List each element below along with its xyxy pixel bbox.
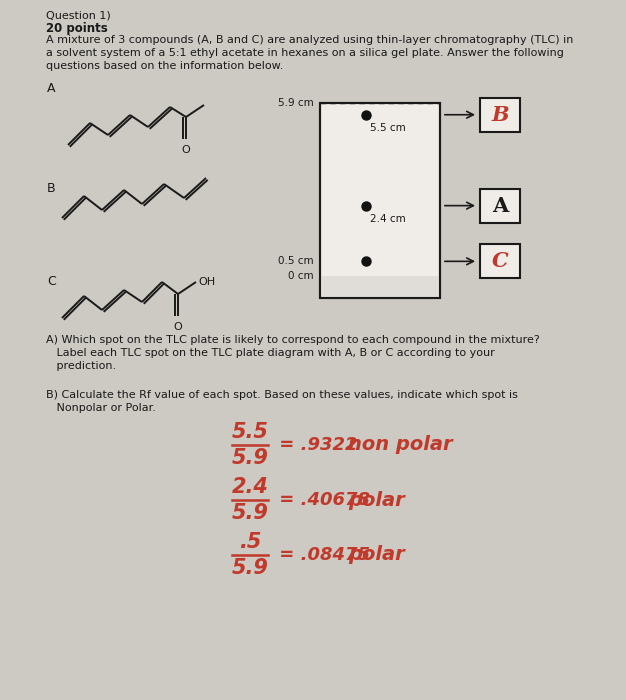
Text: B: B [47,182,56,195]
Bar [480,244,520,279]
Text: 2.4 cm: 2.4 cm [369,214,406,223]
Text: non polar: non polar [348,435,453,454]
Bar [480,98,520,132]
Text: A: A [492,195,508,216]
Text: polar: polar [348,491,405,510]
Text: Nonpolar or Polar.: Nonpolar or Polar. [46,403,156,413]
Text: C: C [491,251,508,272]
Text: 5.9: 5.9 [232,448,269,468]
Text: 5.5: 5.5 [232,422,269,442]
Text: a solvent system of a 5:1 ethyl acetate in hexanes on a silica gel plate. Answer: a solvent system of a 5:1 ethyl acetate … [46,48,564,58]
Text: 2.4: 2.4 [232,477,269,497]
Text: .5: .5 [239,532,261,552]
Text: 5.9 cm: 5.9 cm [278,98,314,108]
Bar [320,276,440,298]
Bar [480,188,520,223]
Text: = .08475: = .08475 [273,546,370,564]
Text: questions based on the information below.: questions based on the information below… [46,61,284,71]
Text: prediction.: prediction. [46,361,116,371]
Text: A: A [47,82,56,95]
Text: OH: OH [198,277,215,287]
Text: 5.9: 5.9 [232,558,269,578]
Text: C: C [47,275,56,288]
Text: = .40678: = .40678 [273,491,370,509]
Text: 0.5 cm: 0.5 cm [279,256,314,266]
Text: 0 cm: 0 cm [289,271,314,281]
Text: = .9322: = .9322 [273,436,357,454]
Text: B: B [491,105,509,125]
Text: 5.5 cm: 5.5 cm [369,122,406,133]
Text: Question 1): Question 1) [46,10,111,20]
Text: polar: polar [348,545,405,564]
Bar [320,103,440,298]
Bar [320,103,440,298]
Text: O: O [182,145,190,155]
Text: O: O [173,322,182,332]
Text: B) Calculate the Rf value of each spot. Based on these values, indicate which sp: B) Calculate the Rf value of each spot. … [46,390,518,400]
Text: Label each TLC spot on the TLC plate diagram with A, B or C according to your: Label each TLC spot on the TLC plate dia… [46,348,495,358]
Text: A mixture of 3 compounds (A, B and C) are analyzed using thin-layer chromatograp: A mixture of 3 compounds (A, B and C) ar… [46,35,573,45]
Text: 5.9: 5.9 [232,503,269,523]
Text: A) Which spot on the TLC plate is likely to correspond to each compound in the m: A) Which spot on the TLC plate is likely… [46,335,540,345]
Text: 20 points: 20 points [46,22,108,35]
